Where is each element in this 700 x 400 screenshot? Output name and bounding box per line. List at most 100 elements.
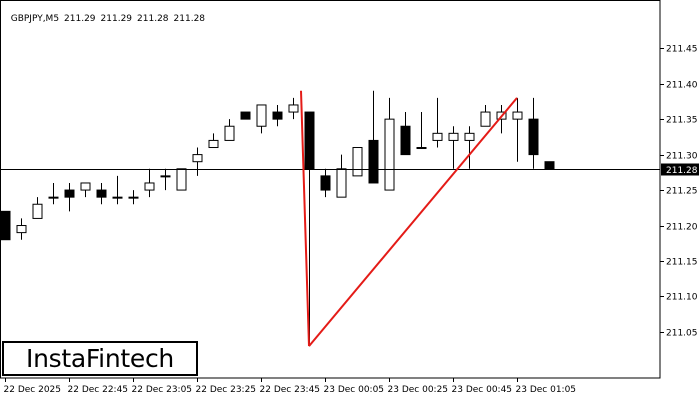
candle-body-bull [288,104,299,113]
candle [464,126,475,169]
candle [368,90,379,184]
candle [352,147,363,177]
candle-body-bear [320,175,331,191]
candle-body-bull [176,168,187,191]
x-tick-label: 23 Dec 00:25 [388,385,449,395]
candle-body-bull [464,132,475,141]
candle [96,182,107,205]
candle [176,168,187,191]
low-value: 211.28 [137,14,169,24]
high-value: 211.29 [100,14,133,24]
candle-body-bull [432,132,443,141]
candle [224,119,235,141]
candle-body-bull [512,111,523,120]
candle [320,168,331,198]
candle-body-bull [112,196,123,199]
x-tick-label: 23 Dec 00:45 [452,385,513,395]
x-tick-label: 22 Dec 23:05 [132,385,193,395]
candle [416,112,427,150]
candle [384,97,395,191]
current-price-label: 211.28 [666,166,698,176]
x-tick-label: 22 Dec 2025 [4,385,62,395]
candle-body-bull [336,168,347,198]
y-tick-label: 211.45 [666,45,698,55]
pattern-line [300,90,310,347]
instafintech-logo: InstaFintech [2,341,198,376]
x-tick-label: 22 Dec 23:25 [196,385,257,395]
candle-body-bull [256,104,267,127]
candle-body-bear [64,189,75,198]
x-tick-label: 22 Dec 23:45 [260,385,321,395]
candle-body-bull [192,154,203,163]
y-tick-label: 211.30 [666,152,698,162]
y-tick-label: 211.35 [666,116,698,126]
candle [144,168,155,198]
candle-body-bear [400,125,411,156]
candle-body-bear [240,111,251,120]
candle [64,182,75,212]
candle-body-bull [160,175,171,178]
plot-border [0,0,661,379]
candle-body-bear [368,139,379,184]
chart-header: GBPJPY,M5 211.29 211.29 211.28 211.28 [5,4,210,24]
candle [256,104,267,134]
candle-body-bull [32,203,43,219]
candle [432,97,443,148]
candle-body-bear [272,111,283,120]
y-tick-label: 211.10 [666,293,698,303]
candle [272,104,283,127]
candle [288,97,299,120]
symbol-label: GBPJPY,M5 [10,14,60,24]
y-tick-label: 211.20 [666,223,698,233]
open-value: 211.29 [64,14,96,24]
candle-body-bear [96,189,107,198]
candle [32,197,43,219]
candle [240,111,251,120]
candle [0,210,11,241]
candle [448,126,459,169]
candle [160,168,171,191]
candle-body-bear [544,161,555,170]
candle [512,97,523,162]
y-tick-label: 211.15 [666,258,698,268]
candle [544,161,555,170]
x-tick-label: 23 Dec 01:05 [516,385,577,395]
candle [528,97,539,169]
candle [80,182,91,198]
candle-body-bull [448,132,459,141]
close-value: 211.28 [173,14,206,24]
candle-body-bull [224,125,235,141]
logo-text: InstaFintech [26,344,174,373]
candle-body-bull [480,111,491,127]
candle [192,147,203,176]
candle-body-bull [80,182,91,191]
y-tick-label: 211.05 [666,329,698,339]
candle-body-bear [528,118,539,156]
candle [128,190,139,205]
candle [336,154,347,198]
x-tick-label: 22 Dec 22:45 [68,385,129,395]
candle [480,104,491,127]
candle-body-bull [144,182,155,191]
candle-body-bear [0,210,11,241]
candle-body-bear [304,111,315,170]
candle [112,175,123,205]
candle-body-bull [416,147,427,150]
candle-body-bull [208,139,219,149]
x-tick-label: 23 Dec 00:05 [324,385,385,395]
y-tick-label: 211.40 [666,81,698,91]
y-tick-label: 211.25 [666,187,698,197]
candle [304,111,315,347]
candle [400,112,411,156]
current-price-label-bg [661,163,699,176]
candle [16,218,27,240]
candle-body-bull [128,196,139,199]
candle-body-bull [384,118,395,191]
pattern-line [308,97,518,347]
candle [208,133,219,149]
candle [48,182,59,205]
candle-body-bull [352,147,363,177]
candle-body-bull [48,196,59,199]
candle-body-bull [16,225,27,234]
